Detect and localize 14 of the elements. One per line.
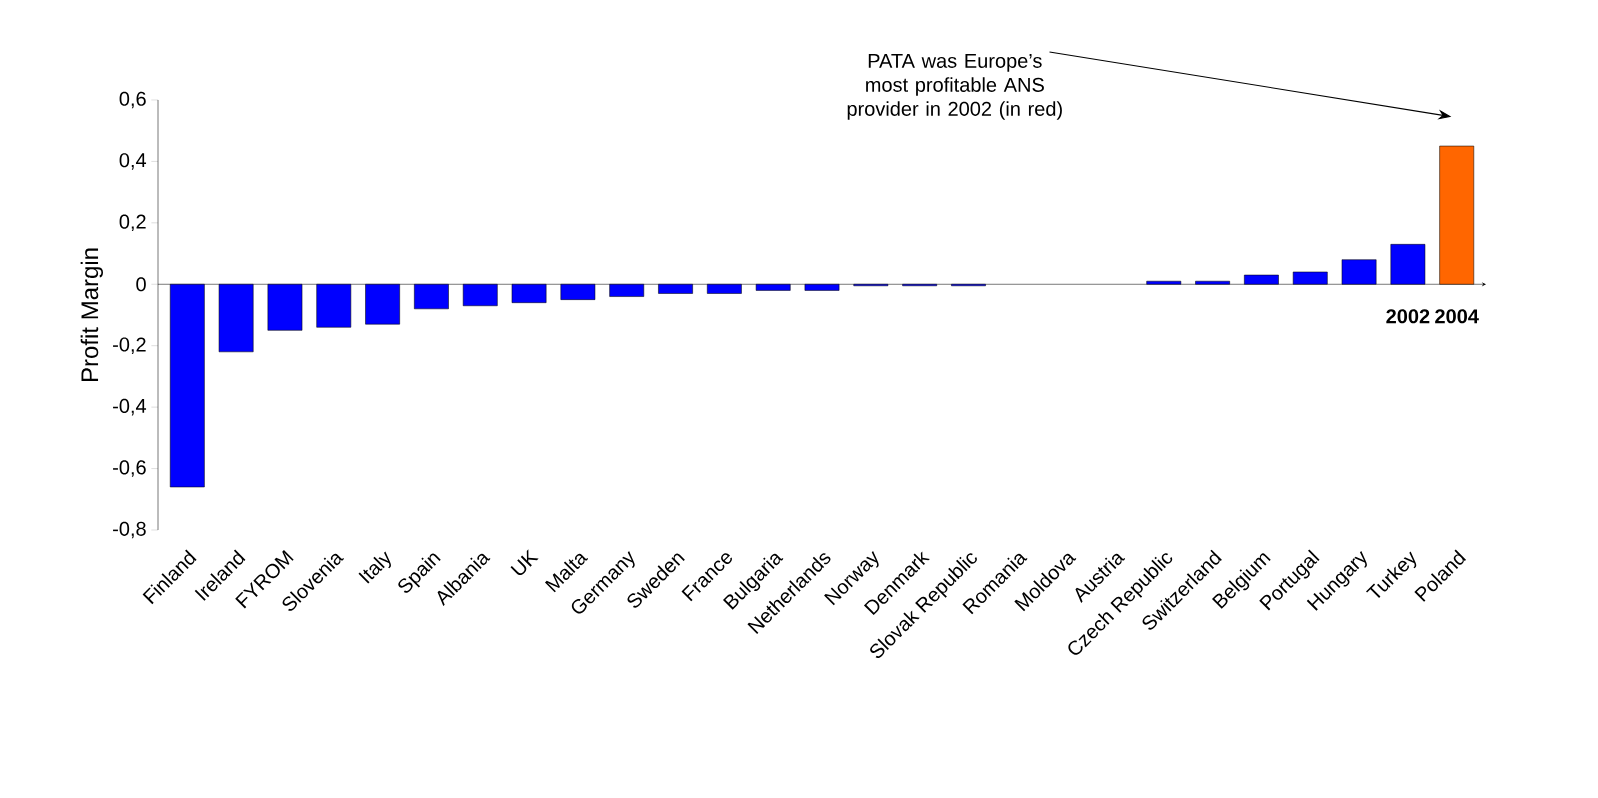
y-tick-label: -0,4 [113,398,147,416]
y-tick-label: 0,6 [119,91,146,109]
y-tick-label: 0,4 [119,153,147,170]
x-tick-label: UK [510,549,539,576]
x-tick-label: Italy [358,551,391,584]
annotation: PATA was Europe’s most profitable ANS provider in 2002 (in red) [847,53,1062,120]
y-tick-label: -0,2 [113,337,146,354]
y-tick-label: 0,2 [119,214,146,232]
y-tick-label: -0,8 [113,521,146,539]
y-tick-label: 0 [136,277,146,292]
y-tick-label: -0,6 [113,460,146,477]
annotation: 2004 [1435,309,1479,324]
y-axis-title: Profit Margin [80,248,104,382]
annotation: 2002 [1386,309,1430,324]
